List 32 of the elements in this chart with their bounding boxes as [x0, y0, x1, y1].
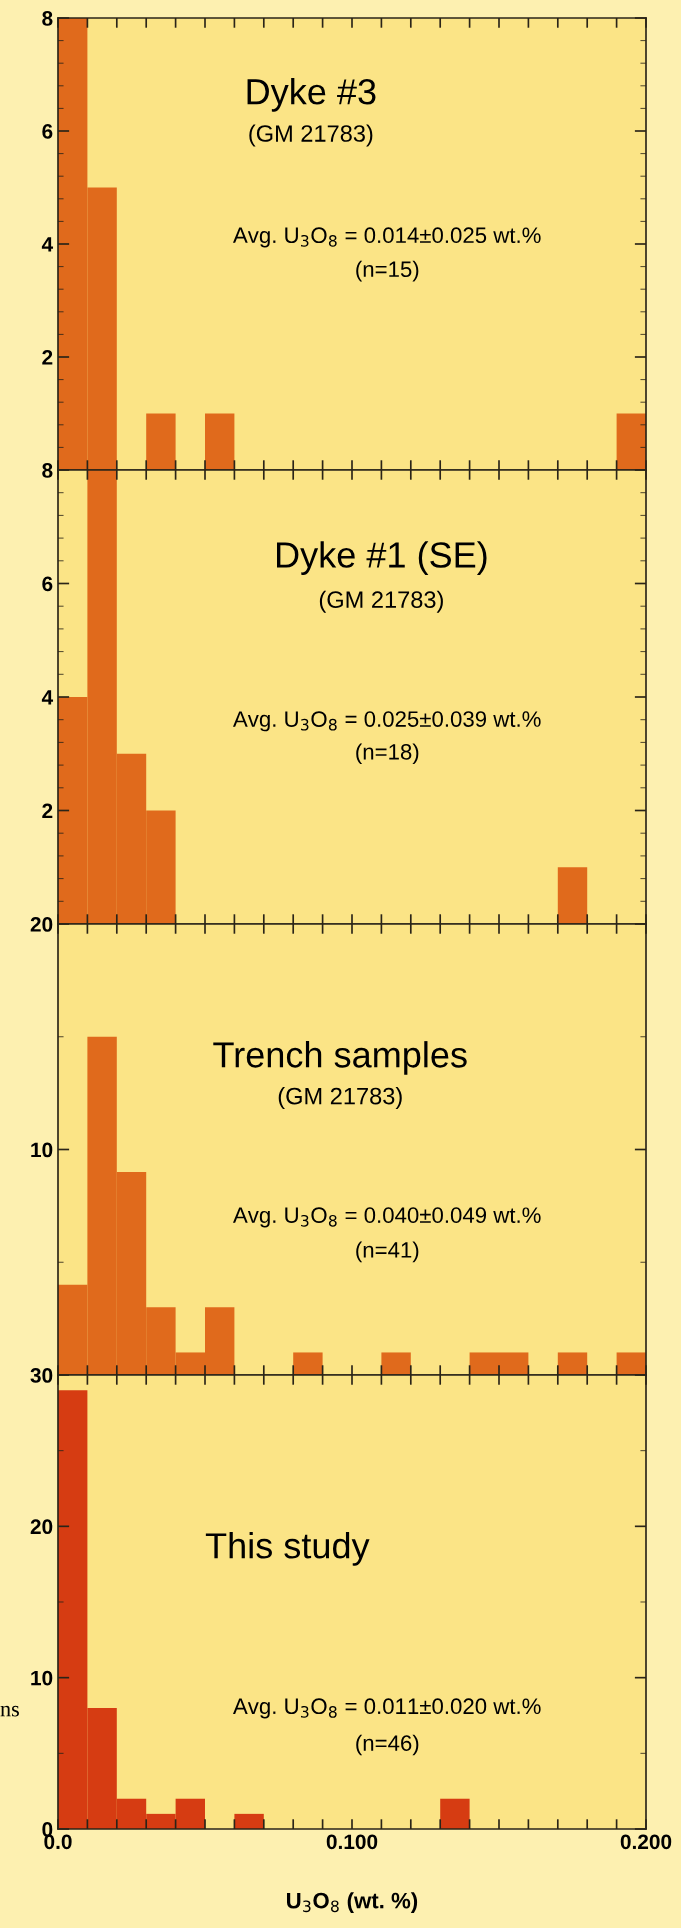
- y-tick-label: 20: [30, 1519, 53, 1535]
- annotation: (n=46): [356, 1734, 419, 1756]
- y-tick-label: 30: [30, 1368, 53, 1383]
- text: (GM 21783): [278, 1087, 402, 1110]
- annotation: Avg. U$_{3}$O$_{8}$ = 0.011±0.020 wt.%: [232, 1698, 541, 1719]
- x-axis-title: U$_{3}$O$_{8}$ (wt. %): [287, 1892, 418, 1913]
- x-tick-label: 0.200: [620, 1834, 672, 1850]
- text: (GM 21783): [319, 590, 443, 613]
- annotation: (n=18): [356, 743, 419, 765]
- annotation: (n=15): [356, 260, 419, 282]
- y-tick-label: 8: [42, 11, 53, 26]
- text: (GM 21783): [249, 124, 373, 147]
- y-tick-label: 2: [42, 350, 53, 365]
- x-tick-label: 0.100: [326, 1834, 378, 1850]
- annotation: Avg. U$_{3}$O$_{8}$ = 0.025±0.039 wt.%: [232, 711, 541, 732]
- y-tick-label: 6: [42, 124, 53, 139]
- y-tick-label: 6: [42, 576, 53, 592]
- y-tick-label: 4: [41, 237, 54, 252]
- text: Dyke #1 (SE): [277, 541, 487, 575]
- y-tick-label: 10: [31, 1670, 53, 1686]
- annotation: (n=41): [356, 1241, 419, 1263]
- annotation: Avg. U$_{3}$O$_{8}$ = 0.040±0.049 wt.%: [232, 1207, 541, 1228]
- text: Trench samples: [213, 1041, 467, 1075]
- text: This study: [205, 1532, 370, 1566]
- y-tick-label: 8: [42, 463, 53, 478]
- y-tick-label: 10: [31, 1142, 53, 1158]
- text: Dyke #3: [247, 78, 376, 112]
- y-tick-label: 4: [41, 690, 54, 705]
- annotation: Avg. U$_{3}$O$_{8}$ = 0.014±0.025 wt.%: [232, 227, 541, 248]
- y-axis-title: ns: [0, 1705, 19, 1717]
- y-tick-label: 20: [30, 917, 53, 932]
- y-tick-label: 2: [42, 803, 53, 819]
